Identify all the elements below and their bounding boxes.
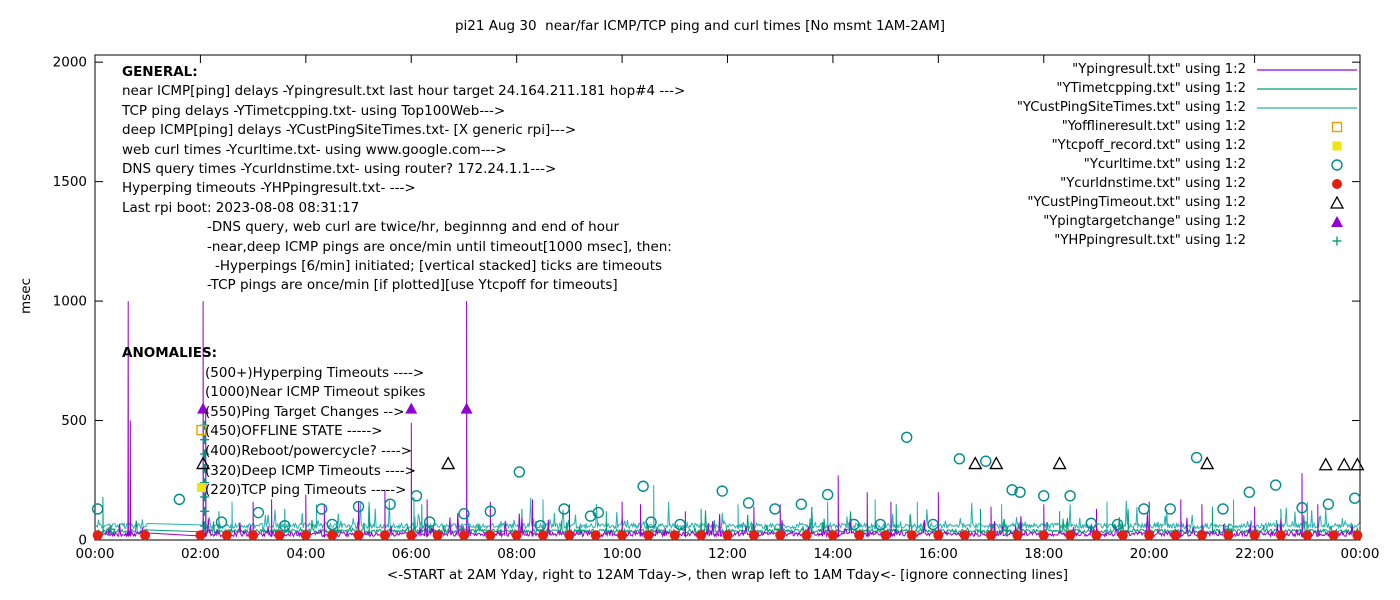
- legend-entry: "Yofflineresult.txt" using 1:2: [1017, 117, 1359, 136]
- x-tick-label: 14:00: [813, 546, 852, 562]
- general-line: deep ICMP[ping] delays -YCustPingSiteTim…: [122, 122, 577, 139]
- anomalies-line: (400)Reboot/powercycle? ---->: [205, 442, 412, 459]
- legend-entry: "Ypingtargetchange" using 1:2: [1017, 212, 1359, 231]
- y-axis-label: msec: [18, 278, 34, 314]
- series-line-Ypingresult.txt: [94, 301, 1361, 539]
- legend-label: "Yofflineresult.txt" using 1:2: [1061, 119, 1246, 134]
- legend-label: "Ycurldnstime.txt" using 1:2: [1060, 176, 1246, 191]
- legend-swatch-line: [1257, 68, 1357, 71]
- legend-entry: "Ytcpoff_record.txt" using 1:2: [1017, 136, 1359, 155]
- x-tick-label: 12:00: [708, 546, 747, 562]
- x-tick-label: 02:00: [181, 546, 220, 562]
- anomalies-line: (450)OFFLINE STATE ----->: [205, 423, 383, 440]
- legend-entry: "Ycurltime.txt" using 1:2: [1017, 155, 1359, 174]
- legend-label: "YCustPingTimeout.txt" using 1:2: [1027, 195, 1246, 210]
- x-tick-label: 18:00: [1024, 546, 1063, 562]
- legend-swatch-square-filled: [1332, 141, 1342, 150]
- series-points-Ycurltime.txt: [91, 431, 1361, 532]
- anomalies-notes: ANOMALIES: (500+)Hyperping Timeouts ---->…: [122, 344, 425, 501]
- legend-label: "Ypingtargetchange" using 1:2: [1043, 214, 1246, 229]
- legend-label: "YHPpingresult.txt" using 1:2: [1054, 233, 1246, 248]
- legend: "Ypingresult.txt" using 1:2 "YTimetcpping…: [1017, 60, 1359, 250]
- series-points-Ytcpoff_record.txt: [196, 482, 206, 492]
- anomalies-line: (320)Deep ICMP Timeouts ---->: [205, 462, 416, 479]
- legend-label: "Ytcpoff_record.txt" using 1:2: [1051, 138, 1246, 153]
- x-tick-label: 10:00: [603, 546, 642, 562]
- x-tick-label: 22:00: [1235, 546, 1274, 562]
- legend-swatch-triangle-filled: [1331, 215, 1343, 227]
- series-line-YCustPingSiteTimes.txt: [94, 484, 1361, 531]
- general-line: -TCP pings are once/min [if plotted][use…: [207, 277, 618, 294]
- legend-entry: "YHPpingresult.txt" using 1:2: [1017, 231, 1359, 250]
- legend-swatch-circle-filled: [1332, 178, 1342, 189]
- legend-entry: "YCustPingSiteTimes.txt" using 1:2: [1017, 98, 1359, 117]
- y-tick-label: 0: [78, 533, 87, 549]
- general-line: DNS query times -Ycurldnstime.txt- using…: [122, 161, 557, 178]
- y-tick-label: 1500: [53, 174, 87, 190]
- legend-swatch-plus: [1332, 236, 1342, 245]
- anomalies-line: (1000)Near ICMP Timeout spikes: [205, 384, 426, 401]
- legend-entry: "YTimetcpping.txt" using 1:2: [1017, 79, 1359, 98]
- general-line: Last rpi boot: 2023-08-08 08:31:17: [122, 199, 360, 216]
- legend-label: "Ypingresult.txt" using 1:2: [1072, 62, 1246, 77]
- series-points-Ycurldnstime.txt: [92, 530, 1363, 541]
- general-line: near ICMP[ping] delays -Ypingresult.txt …: [122, 83, 686, 100]
- general-line: -Hyperpings [6/min] initiated; [vertical…: [215, 258, 663, 275]
- general-line: web curl times -Ycurltime.txt- using www…: [122, 141, 507, 158]
- legend-label: "Ycurltime.txt" using 1:2: [1083, 157, 1246, 172]
- legend-swatch-line: [1257, 106, 1357, 109]
- legend-entry: "Ypingresult.txt" using 1:2: [1017, 60, 1359, 79]
- x-tick-label: 00:00: [76, 546, 115, 562]
- anomalies-line: (500+)Hyperping Timeouts ---->: [205, 364, 425, 381]
- legend-label: "YTimetcpping.txt" using 1:2: [1056, 81, 1246, 96]
- legend-swatch-square-open: [1331, 121, 1343, 132]
- legend-swatch-triangle-open: [1329, 195, 1345, 209]
- x-tick-label: 06:00: [392, 546, 431, 562]
- x-tick-label: 16:00: [919, 546, 958, 562]
- legend-entry: "Ycurldnstime.txt" using 1:2: [1017, 174, 1359, 193]
- x-axis-label: <-START at 2AM Yday, right to 12AM Tday-…: [386, 567, 1069, 583]
- chart-title: pi21 Aug 30 near/far ICMP/TCP ping and c…: [454, 18, 946, 34]
- y-tick-label: 500: [61, 413, 87, 429]
- general-line: -DNS query, web curl are twice/hr, begin…: [207, 219, 620, 236]
- x-tick-label: 20:00: [1130, 546, 1169, 562]
- general-line: Hyperping timeouts -YHPpingresult.txt- -…: [122, 180, 416, 197]
- general-notes: GENERAL: near ICMP[ping] delays -Ypingres…: [122, 63, 685, 296]
- general-line: TCP ping delays -YTimetcpping.txt- using…: [122, 102, 506, 119]
- anomalies-line: (220)TCP ping Timeouts ----->: [205, 482, 407, 499]
- legend-label: "YCustPingSiteTimes.txt" using 1:2: [1016, 100, 1246, 115]
- x-tick-label: 08:00: [497, 546, 536, 562]
- legend-entry: "YCustPingTimeout.txt" using 1:2: [1017, 193, 1359, 212]
- series-points-Yofflineresult.txt: [196, 424, 207, 436]
- x-tick-label: 00:00: [1341, 546, 1380, 562]
- y-tick-label: 1000: [53, 294, 87, 310]
- series-line-YTimetcpping.txt: [94, 496, 1361, 535]
- legend-swatch-line: [1257, 87, 1357, 90]
- y-tick-label: 2000: [53, 55, 87, 71]
- series-points-Ypingtargetchange: [197, 402, 473, 414]
- general-line: -near,deep ICMP pings are once/min until…: [207, 238, 672, 255]
- anomalies-heading: ANOMALIES:: [122, 345, 218, 361]
- legend-swatch-circle-open: [1331, 158, 1343, 171]
- general-heading: GENERAL:: [122, 64, 198, 80]
- series-points-YCustPingTimeout.txt: [195, 456, 1365, 471]
- x-tick-label: 04:00: [286, 546, 325, 562]
- anomalies-line: (550)Ping Target Changes -->: [205, 403, 405, 420]
